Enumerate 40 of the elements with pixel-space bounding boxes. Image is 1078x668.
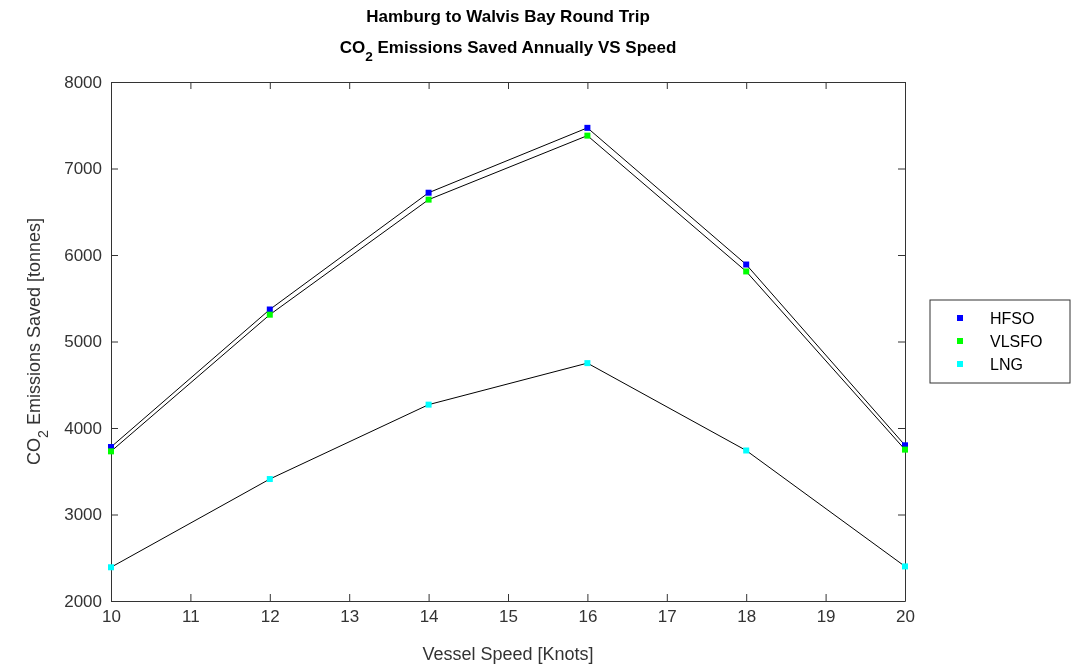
x-tick-label: 13	[340, 607, 360, 627]
x-tick-label: 15	[499, 607, 518, 627]
point	[743, 268, 750, 275]
point	[425, 189, 432, 196]
x-tick-label: 14	[419, 607, 439, 627]
legend-label: LNG	[990, 356, 1023, 373]
legend-label: VLSFO	[990, 333, 1043, 350]
point	[266, 311, 273, 318]
point	[584, 132, 591, 139]
x-tick-label: 11	[182, 607, 200, 627]
point	[743, 447, 750, 454]
x-tick-label: 19	[816, 607, 836, 627]
point	[425, 401, 432, 408]
y-tick-label: 2000	[64, 591, 102, 611]
point	[266, 306, 273, 313]
x-tick-label: 16	[578, 607, 598, 627]
point	[425, 196, 432, 203]
y-tick-label: 8000	[64, 72, 102, 92]
y-tick-label: 4000	[64, 418, 102, 438]
point	[902, 446, 908, 453]
y-tick-label: 5000	[64, 332, 102, 352]
point	[902, 563, 908, 570]
point	[108, 448, 114, 455]
y-tick-label: 3000	[64, 505, 102, 525]
x-tick-label: 17	[657, 607, 677, 627]
legend-label: HFSO	[990, 310, 1035, 327]
x-axis-title: Vessel Speed [Knots]	[422, 644, 594, 664]
x-tick-label: 20	[896, 607, 915, 627]
chart-title: Hamburg to Walvis Bay Round Trip	[366, 7, 650, 26]
x-tick-label: 12	[260, 607, 280, 627]
y-tick-label: 6000	[64, 245, 102, 265]
point	[266, 476, 273, 483]
y-tick-label: 7000	[64, 159, 102, 179]
x-tick-label: 10	[102, 607, 121, 627]
point	[584, 360, 591, 367]
x-tick-label: 18	[737, 607, 757, 627]
point	[108, 564, 114, 571]
chart-subtitle: CO$_{2}$ Emissions Saved Annually VS Speed	[339, 38, 677, 64]
point	[743, 261, 750, 268]
point	[584, 124, 591, 131]
